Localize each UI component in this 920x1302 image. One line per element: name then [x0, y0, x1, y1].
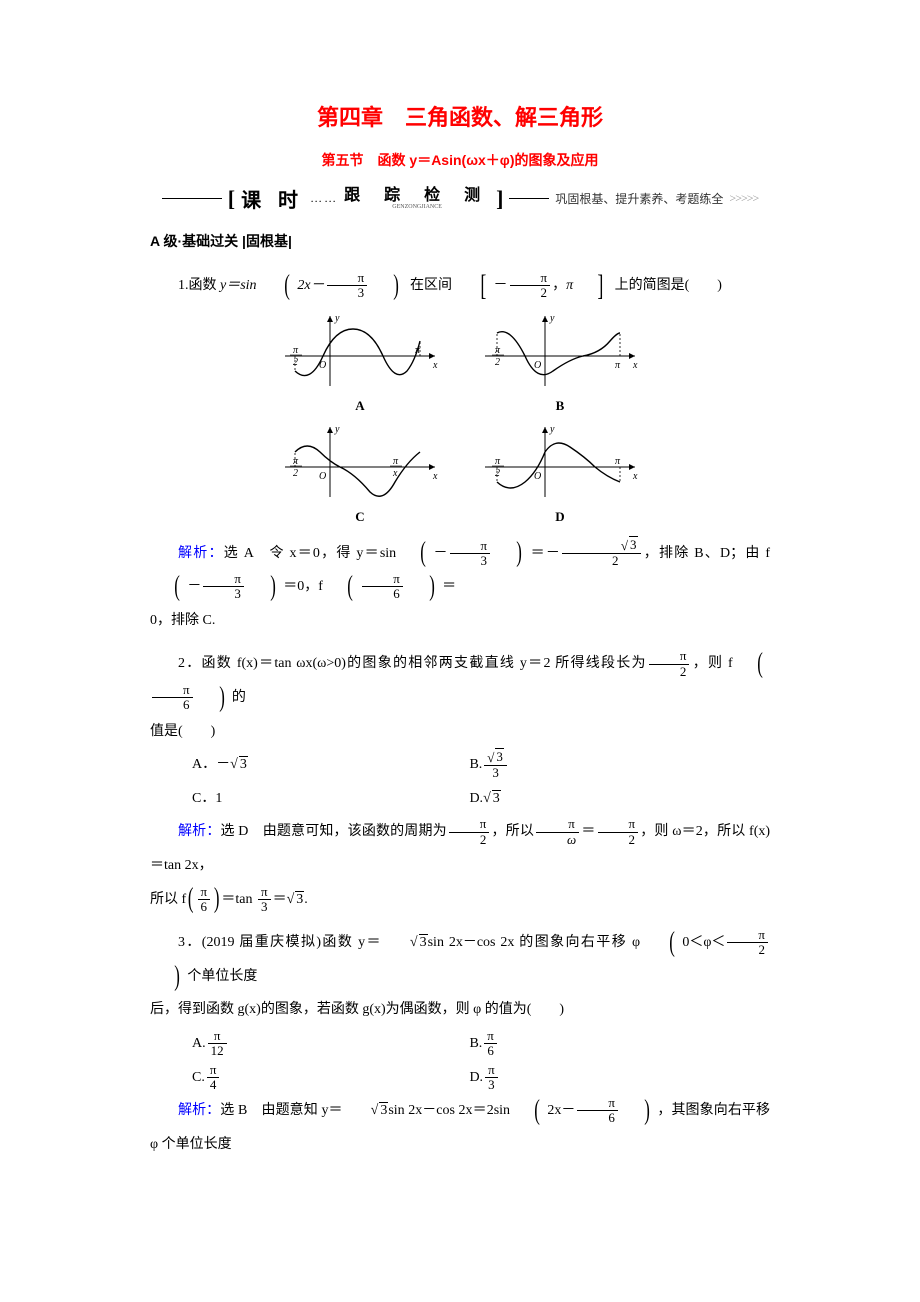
divider-sub: 跟 踪 检 测 — [344, 188, 490, 204]
q1-sol-1: 选 A 令 x＝0，得 y＝sin — [224, 546, 396, 561]
section-title: 第五节 函数 y＝Asin(ωx＋φ)的图象及应用 — [150, 150, 770, 170]
svg-text:O: O — [319, 471, 326, 482]
chapter-title: 第四章 三角函数、解三角形 — [150, 100, 770, 132]
page-root: 第四章 三角函数、解三角形 第五节 函数 y＝Asin(ωx＋φ)的图象及应用 … — [0, 0, 920, 1241]
svg-text:−: − — [285, 462, 292, 473]
q1-stem: 1.函数 y＝sin (2x－π3) 在区间 [－π2，π] 上的简图是( ) — [150, 269, 770, 303]
divider-line-mid — [509, 198, 549, 199]
svg-text:−: − — [487, 462, 494, 473]
q1-post: 上的简图是( ) — [615, 278, 722, 293]
q2-opt-b: B.√33 — [469, 748, 746, 782]
svg-text:π: π — [495, 456, 501, 467]
q2-stem: 2．函数 f(x)＝tan ωx(ω>0)的图象的相邻两支截直线 y＝2 所得线… — [150, 647, 770, 714]
svg-text:x: x — [632, 471, 638, 482]
q2-opt-d: D.√3 — [469, 782, 746, 816]
q3-opt-b: B.π6 — [469, 1027, 746, 1061]
divider-dots: …… — [310, 191, 338, 206]
chart-d-svg: yxO π2− π — [475, 422, 645, 502]
divider-pinyin: GENZONGJIANCE — [392, 204, 442, 210]
q1-func: y＝sin — [220, 278, 257, 293]
divider-main: 课 时 — [241, 184, 304, 213]
svg-text:y: y — [334, 424, 340, 435]
lesson-divider: [ 课 时 …… 跟 踪 检 测 GENZONGJIANCE ] 巩固根基、提升… — [150, 184, 770, 213]
chart-b: yxO π2− π B — [470, 311, 650, 414]
chevrons-icon: >>>>> — [729, 191, 758, 206]
q1-solution-cont: 0，排除 C. — [150, 604, 770, 638]
q2-stem-2: 值是( ) — [150, 715, 770, 749]
frac-pi-3: π3 — [327, 271, 368, 301]
svg-text:2: 2 — [495, 357, 500, 368]
svg-text:O: O — [534, 471, 541, 482]
svg-text:2: 2 — [495, 468, 500, 479]
q2-opts-2: C．1 D.√3 — [192, 782, 770, 816]
q3-opts-2: C.π4 D.π3 — [192, 1061, 770, 1095]
q1-pre: 1.函数 — [178, 278, 220, 293]
q3-stem: 3．(2019 届重庆模拟)函数 y＝√3sin 2x－cos 2x 的图象向右… — [150, 926, 770, 993]
chart-b-label: B — [470, 398, 650, 414]
divider-right-text: 巩固根基、提升素养、考题练全 — [555, 190, 723, 207]
svg-text:π: π — [293, 456, 299, 467]
svg-text:π: π — [393, 456, 399, 467]
frac-pi-2: π2 — [510, 271, 551, 301]
svg-text:2: 2 — [293, 357, 298, 368]
svg-text:x: x — [632, 360, 638, 371]
q2-opt-c: C．1 — [192, 782, 469, 816]
q3-opt-c: C.π4 — [192, 1061, 469, 1095]
bracket-left: [ — [228, 186, 235, 212]
svg-text:O: O — [534, 360, 541, 371]
q2-opts-1: A．－√3 B.√33 — [192, 748, 770, 782]
svg-text:x: x — [432, 471, 438, 482]
q2-opt-a: A．－√3 — [192, 748, 469, 782]
q2-solution-2: 所以 f(π6)＝tan π3＝√3. — [150, 883, 770, 917]
q1-solution: 解析：选 A 令 x＝0，得 y＝sin(－π3)＝－√32，排除 B、D；由 … — [150, 537, 770, 604]
divider-sub-wrap: 跟 踪 检 测 GENZONGJIANCE — [344, 188, 490, 210]
svg-text:2: 2 — [293, 468, 298, 479]
chart-a-label: A — [270, 398, 450, 414]
svg-text:π: π — [615, 456, 621, 467]
q3-opt-a: A.π12 — [192, 1027, 469, 1061]
q1-mid: 在区间 — [410, 278, 452, 293]
svg-text:x: x — [432, 360, 438, 371]
chart-d-label: D — [470, 509, 650, 525]
chart-a-svg: yxO π2− π — [275, 311, 445, 391]
level-a-header: A 级·基础过关 |固根基| — [150, 231, 770, 251]
chart-c-svg: yxO π2− πx — [275, 422, 445, 502]
svg-text:π: π — [495, 345, 501, 356]
svg-text:y: y — [334, 313, 340, 324]
svg-text:−: − — [487, 351, 494, 362]
q3-stem-2: 后，得到函数 g(x)的图象，若函数 g(x)为偶函数，则 φ 的值为( ) — [150, 993, 770, 1027]
q1-charts: yxO π2− π A yxO π2− π B — [270, 311, 650, 525]
svg-text:−: − — [285, 351, 292, 362]
svg-text:y: y — [549, 313, 555, 324]
chart-d: yxO π2− π D — [470, 422, 650, 525]
q3-opts-1: A.π12 B.π6 — [192, 1027, 770, 1061]
bracket-right: ] — [496, 186, 503, 212]
q1-arg1: 2x－ — [297, 278, 324, 293]
svg-text:π: π — [293, 345, 299, 356]
svg-text:π: π — [615, 360, 621, 371]
chart-c: yxO π2− πx C — [270, 422, 450, 525]
jiexi-label: 解析： — [178, 546, 224, 561]
q3-opt-d: D.π3 — [469, 1061, 746, 1095]
q2-solution: 解析：选 D 由题意可知，该函数的周期为π2，所以πω＝π2，则 ω＝2，所以 … — [150, 815, 770, 882]
chart-b-svg: yxO π2− π — [475, 311, 645, 391]
chart-c-label: C — [270, 509, 450, 525]
svg-text:y: y — [549, 424, 555, 435]
q3-solution: 解析：选 B 由题意知 y＝√3sin 2x－cos 2x＝2sin(2x－π6… — [150, 1094, 770, 1161]
chart-a: yxO π2− π A — [270, 311, 450, 414]
divider-line-left — [162, 198, 222, 199]
